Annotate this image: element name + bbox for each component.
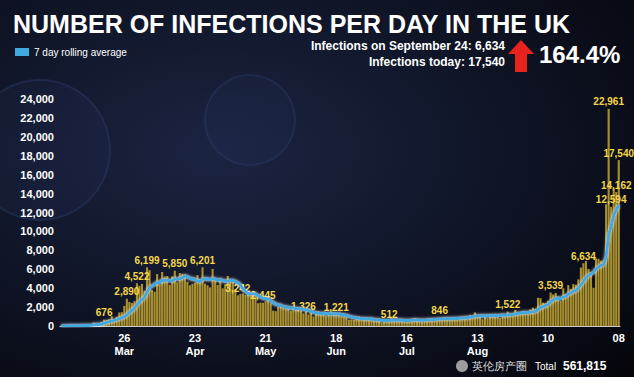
svg-text:22,000: 22,000: [20, 112, 54, 124]
svg-text:Aug: Aug: [467, 345, 488, 357]
svg-text:14,000: 14,000: [20, 188, 54, 200]
svg-text:NUMBER OF INFECTIONS PER DAY I: NUMBER OF INFECTIONS PER DAY IN THE UK: [13, 10, 570, 38]
svg-text:512: 512: [381, 309, 398, 320]
svg-text:6,199: 6,199: [135, 255, 160, 266]
svg-text:561,815: 561,815: [563, 359, 607, 373]
svg-text:Infections today: 17,540: Infections today: 17,540: [369, 55, 505, 69]
svg-text:3,539: 3,539: [538, 280, 563, 291]
svg-text:Jun: Jun: [326, 345, 346, 357]
svg-text:16: 16: [401, 332, 413, 344]
svg-text:1,522: 1,522: [495, 299, 520, 310]
svg-text:10,000: 10,000: [20, 225, 54, 237]
svg-text:08: 08: [613, 332, 625, 344]
svg-text:8,000: 8,000: [26, 244, 54, 256]
svg-text:22,961: 22,961: [593, 96, 624, 107]
svg-text:3,242: 3,242: [225, 282, 251, 294]
svg-text:676: 676: [96, 307, 113, 318]
svg-text:18,000: 18,000: [20, 150, 54, 162]
svg-text:4,000: 4,000: [26, 282, 54, 294]
svg-text:7 day rolling average: 7 day rolling average: [34, 47, 127, 58]
svg-text:18: 18: [330, 332, 342, 344]
svg-text:Apr: Apr: [185, 345, 205, 357]
svg-text:Total: Total: [535, 361, 556, 372]
svg-text:6,201: 6,201: [190, 255, 215, 266]
svg-text:英伦房产圈: 英伦房产圈: [472, 360, 527, 373]
svg-text:164.4%: 164.4%: [539, 41, 620, 68]
svg-text:2,890: 2,890: [114, 286, 139, 297]
svg-text:6,000: 6,000: [26, 263, 54, 275]
svg-text:846: 846: [431, 305, 448, 316]
svg-text:4,522: 4,522: [124, 271, 149, 282]
svg-text:16,000: 16,000: [20, 169, 54, 181]
svg-text:23: 23: [189, 332, 201, 344]
svg-text:1,221: 1,221: [324, 302, 349, 313]
svg-text:5,850: 5,850: [162, 258, 187, 269]
svg-text:14,162: 14,162: [601, 180, 632, 191]
svg-text:0: 0: [48, 320, 54, 332]
svg-text:Infections on September 24: 6,: Infections on September 24: 6,634: [311, 39, 505, 53]
svg-text:24,000: 24,000: [20, 93, 54, 105]
svg-text:17,540: 17,540: [603, 148, 634, 159]
svg-text:10: 10: [542, 332, 554, 344]
svg-text:6,634: 6,634: [571, 251, 596, 262]
svg-text:2,445: 2,445: [251, 290, 276, 301]
svg-text:12,594: 12,594: [596, 194, 627, 205]
svg-text:2,000: 2,000: [26, 301, 54, 313]
svg-text:13: 13: [471, 332, 483, 344]
svg-text:21: 21: [259, 332, 271, 344]
svg-text:Jul: Jul: [399, 345, 415, 357]
svg-text:20,000: 20,000: [20, 131, 54, 143]
svg-text:1,326: 1,326: [290, 301, 316, 312]
svg-text:May: May: [255, 345, 277, 357]
svg-text:26: 26: [118, 332, 130, 344]
svg-text:Mar: Mar: [115, 345, 135, 357]
svg-text:12,000: 12,000: [20, 207, 54, 219]
